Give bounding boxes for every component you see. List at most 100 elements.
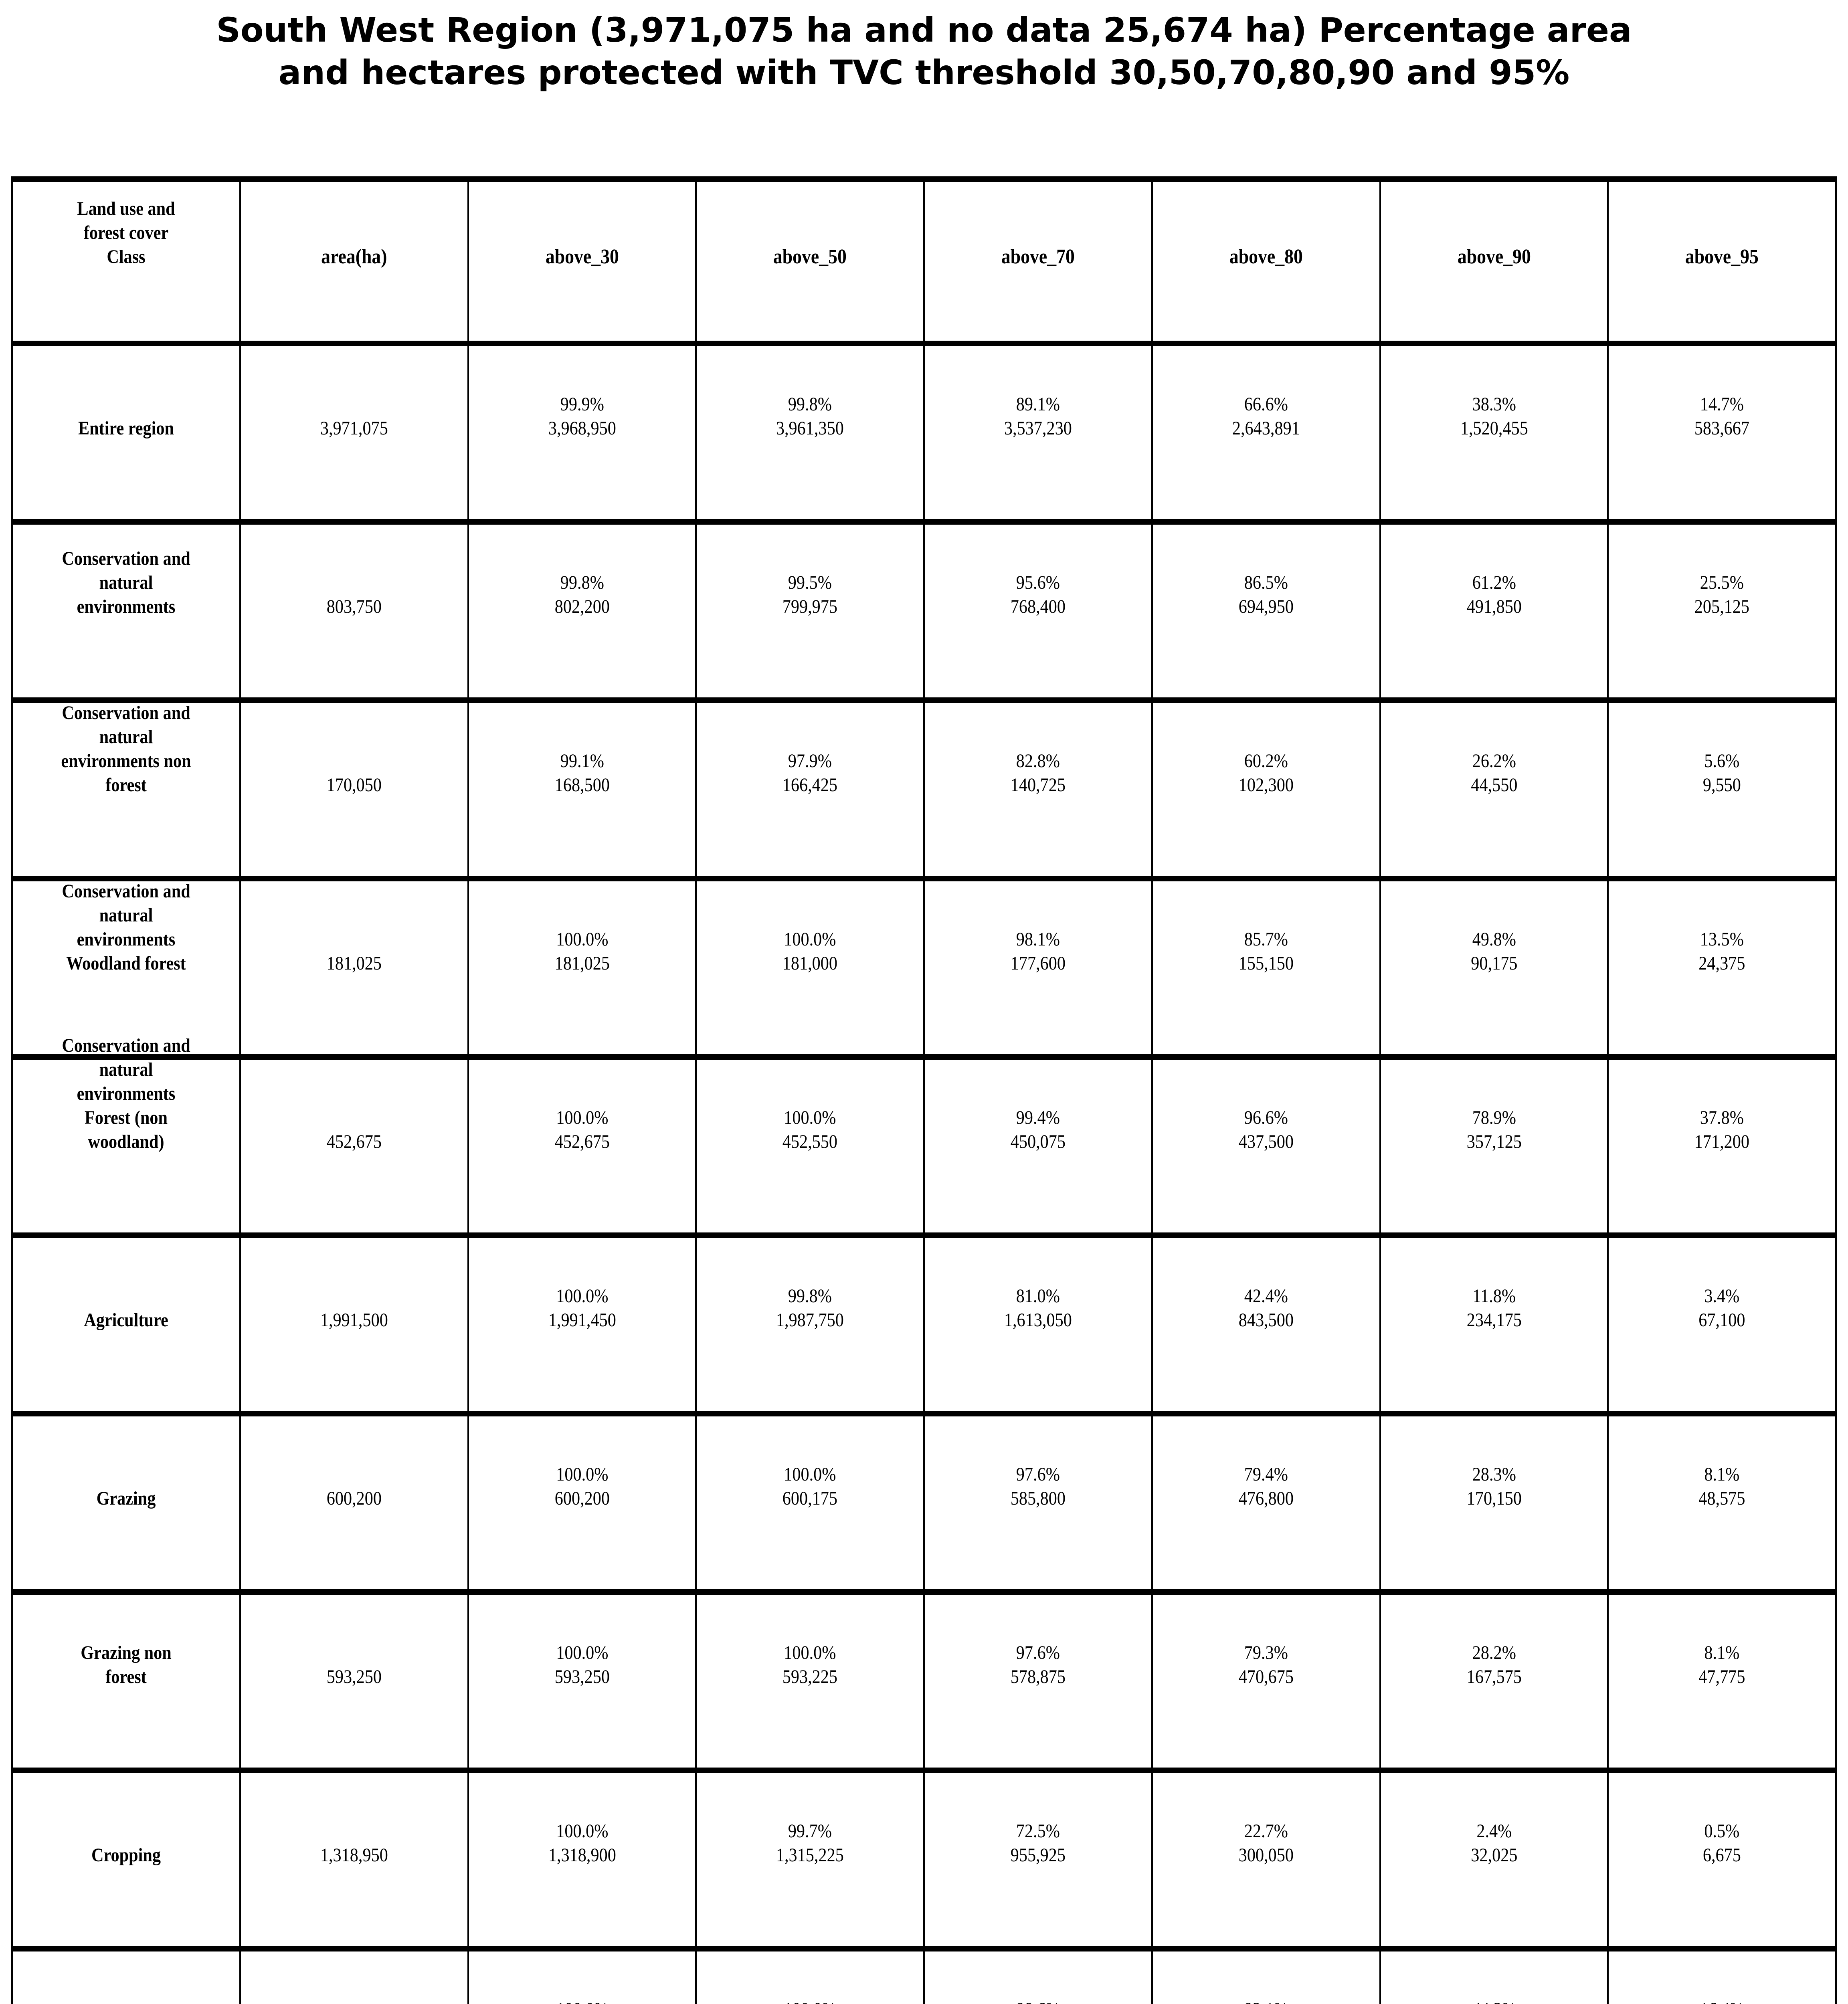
above-90-cell: 28.3% 170,150 xyxy=(1379,1416,1607,1589)
hectares-value: 167,575 xyxy=(1466,1666,1522,1687)
header-cell-above-80: above_80 xyxy=(1151,182,1379,341)
hectares-value: 802,200 xyxy=(554,596,610,617)
above-70-cell: 97.6% 585,800 xyxy=(923,1416,1151,1589)
hectares-value: 90,175 xyxy=(1470,952,1518,974)
above-80-cell: 42.4% 843,500 xyxy=(1151,1238,1379,1411)
row-label: Grazing non forest xyxy=(81,1642,172,1687)
area-value: 803,750 xyxy=(326,596,382,617)
area-cell: 593,250 xyxy=(239,1595,467,1768)
percent-value: 97.6% xyxy=(1016,1463,1060,1485)
hectares-value: 2,643,891 xyxy=(1232,417,1300,439)
hectares-value: 843,500 xyxy=(1238,1309,1294,1331)
hectares-value: 170,150 xyxy=(1466,1487,1522,1509)
table-row: Irrigation 72,250 100.0% 72,250 100.0% 7… xyxy=(13,1946,1835,2004)
hectares-value: 47,775 xyxy=(1698,1666,1745,1687)
area-cell: 72,250 xyxy=(239,1951,467,2004)
above-30-cell: 100.0% 593,250 xyxy=(467,1595,696,1768)
hectares-value: 694,950 xyxy=(1238,596,1294,617)
above-70-cell: 97.6% 578,875 xyxy=(923,1595,1151,1768)
above-90-cell: 28.2% 167,575 xyxy=(1379,1595,1607,1768)
percent-value: 49.8% xyxy=(1472,928,1516,950)
percent-value: 85.7% xyxy=(1244,928,1288,950)
percent-value: 99.4% xyxy=(1016,1107,1060,1128)
hectares-value: 600,200 xyxy=(554,1487,610,1509)
hectares-value: 583,667 xyxy=(1694,417,1750,439)
row-label-cell: Conservation and natural environments Fo… xyxy=(13,1035,239,1232)
above-50-cell: 100.0% 452,550 xyxy=(695,1060,923,1232)
above-30-cell: 100.0% 452,675 xyxy=(467,1060,696,1232)
percent-value: 97.6% xyxy=(1016,1642,1060,1663)
hectares-value: 171,200 xyxy=(1694,1131,1750,1152)
area-value: 452,675 xyxy=(326,1131,382,1152)
percent-value: 60.2% xyxy=(1244,750,1288,772)
above-30-cell: 99.9% 3,968,950 xyxy=(467,346,696,519)
table-row: Conservation and natural environments 80… xyxy=(13,519,1835,697)
percent-value: 26.2% xyxy=(1472,750,1516,772)
above-30-cell: 100.0% 1,318,900 xyxy=(467,1773,696,1946)
above-90-cell: 78.9% 357,125 xyxy=(1379,1060,1607,1232)
above-95-cell: 14.7% 583,667 xyxy=(1607,346,1835,519)
hectares-value: 168,500 xyxy=(554,774,610,796)
hectares-value: 1,520,455 xyxy=(1460,417,1528,439)
above-95-cell: 8.1% 47,775 xyxy=(1607,1595,1835,1768)
above-50-cell: 97.9% 166,425 xyxy=(695,703,923,876)
area-cell: 170,050 xyxy=(239,703,467,876)
hectares-value: 102,300 xyxy=(1238,774,1294,796)
above-70-cell: 98.1% 177,600 xyxy=(923,881,1151,1054)
header-label-above-30: above_30 xyxy=(545,245,619,268)
percent-value: 28.3% xyxy=(1472,1463,1516,1485)
page-title: South West Region (3,971,075 ha and no d… xyxy=(0,9,1848,94)
above-80-cell: 79.3% 470,675 xyxy=(1151,1595,1379,1768)
percent-value: 78.9% xyxy=(1472,1107,1516,1128)
percent-value: 100.0% xyxy=(784,1107,836,1128)
header-cell-above-30: above_30 xyxy=(467,182,696,341)
area-cell: 600,200 xyxy=(239,1416,467,1589)
area-value: 1,991,500 xyxy=(320,1309,388,1331)
percent-value: 82.8% xyxy=(1016,750,1060,772)
above-95-cell: 3.4% 67,100 xyxy=(1607,1238,1835,1411)
percent-value: 100.0% xyxy=(784,928,836,950)
hectares-value: 67,100 xyxy=(1698,1309,1745,1331)
above-30-cell: 99.8% 802,200 xyxy=(467,525,696,697)
header-label-above-95: above_95 xyxy=(1685,245,1759,268)
above-70-cell: 89.1% 3,537,230 xyxy=(923,346,1151,519)
above-30-cell: 99.1% 168,500 xyxy=(467,703,696,876)
hectares-value: 140,725 xyxy=(1010,774,1066,796)
percent-value: 100.0% xyxy=(556,1463,609,1485)
percent-value: 86.5% xyxy=(1244,572,1288,593)
percent-value: 99.7% xyxy=(788,1820,832,1842)
percent-value: 16.4% xyxy=(1624,1998,1819,2004)
above-95-cell: 8.1% 48,575 xyxy=(1607,1416,1835,1589)
percent-value: 92.1% xyxy=(1169,1998,1363,2004)
hectares-value: 177,600 xyxy=(1010,952,1066,974)
percent-value: 42.4% xyxy=(1244,1285,1288,1307)
hectares-value: 205,125 xyxy=(1694,596,1750,617)
above-90-cell: 11.8% 234,175 xyxy=(1379,1238,1607,1411)
row-label-cell: Grazing non forest xyxy=(13,1595,239,1768)
area-value: 3,971,075 xyxy=(320,417,388,439)
table-header-row: Land use and forest cover Class area(ha)… xyxy=(13,176,1835,341)
above-90-cell: 49.8% 90,175 xyxy=(1379,881,1607,1054)
above-70-cell: 98.6% 71,225 xyxy=(923,1951,1151,2004)
above-95-cell: 25.5% 205,125 xyxy=(1607,525,1835,697)
percent-value: 99.8% xyxy=(788,393,832,415)
percent-value: 100.0% xyxy=(713,1998,908,2004)
page-title-line2: and hectares protected with TVC threshol… xyxy=(278,53,1570,92)
percent-value: 97.9% xyxy=(788,750,832,772)
hectares-value: 470,675 xyxy=(1238,1666,1294,1687)
area-cell: 452,675 xyxy=(239,1060,467,1232)
tvc-threshold-table: Land use and forest cover Class area(ha)… xyxy=(11,176,1837,2004)
hectares-value: 476,800 xyxy=(1238,1487,1294,1509)
above-90-cell: 2.4% 32,025 xyxy=(1379,1773,1607,1946)
hectares-value: 24,375 xyxy=(1698,952,1745,974)
header-label-above-70: above_70 xyxy=(1001,245,1075,268)
percent-value: 99.5% xyxy=(788,572,832,593)
percent-value: 79.4% xyxy=(1244,1463,1288,1485)
above-70-cell: 82.8% 140,725 xyxy=(923,703,1151,876)
area-cell: 3,971,075 xyxy=(239,346,467,519)
percent-value: 98.6% xyxy=(940,1998,1135,2004)
above-70-cell: 72.5% 955,925 xyxy=(923,1773,1151,1946)
above-50-cell: 100.0% 72,250 xyxy=(695,1951,923,2004)
header-cell-above-95: above_95 xyxy=(1607,182,1835,341)
